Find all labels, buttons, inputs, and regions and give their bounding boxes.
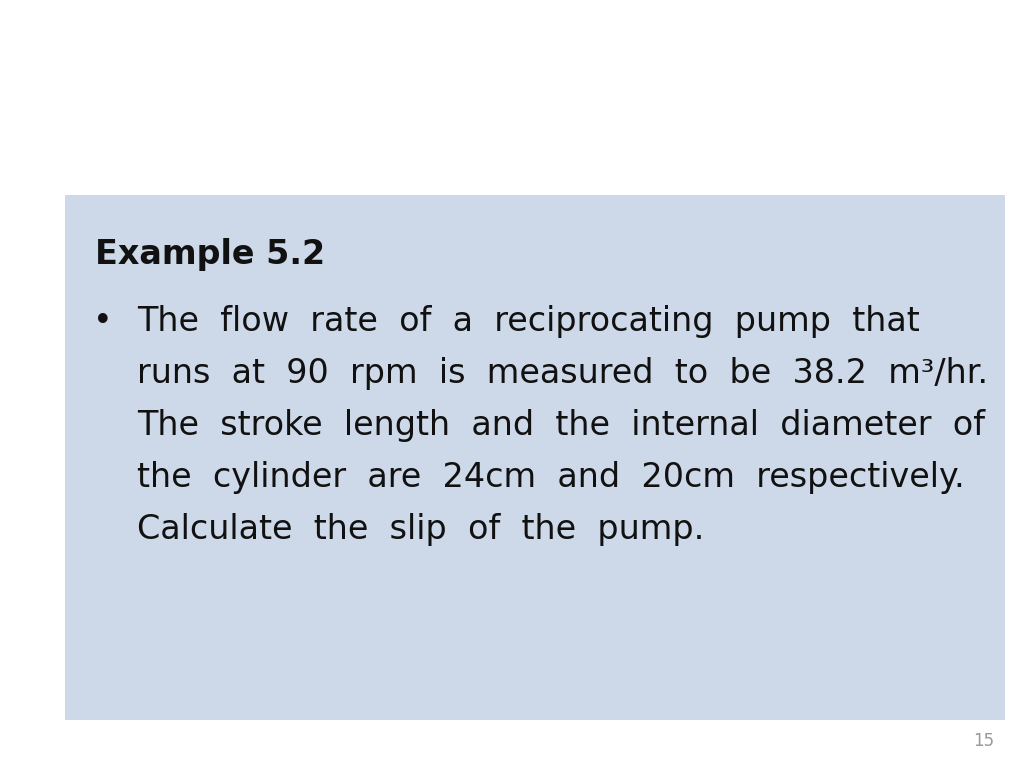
Text: The  stroke  length  and  the  internal  diameter  of: The stroke length and the internal diame… — [137, 409, 985, 442]
Text: The  flow  rate  of  a  reciprocating  pump  that: The flow rate of a reciprocating pump th… — [137, 305, 920, 338]
Text: 15: 15 — [973, 732, 994, 750]
Text: •: • — [93, 305, 113, 338]
Text: the  cylinder  are  24cm  and  20cm  respectively.: the cylinder are 24cm and 20cm respectiv… — [137, 461, 965, 494]
FancyBboxPatch shape — [65, 195, 1005, 720]
Text: Example 5.2: Example 5.2 — [95, 238, 326, 271]
Text: runs  at  90  rpm  is  measured  to  be  38.2  m³/hr.: runs at 90 rpm is measured to be 38.2 m³… — [137, 357, 988, 390]
Text: Calculate  the  slip  of  the  pump.: Calculate the slip of the pump. — [137, 513, 705, 546]
